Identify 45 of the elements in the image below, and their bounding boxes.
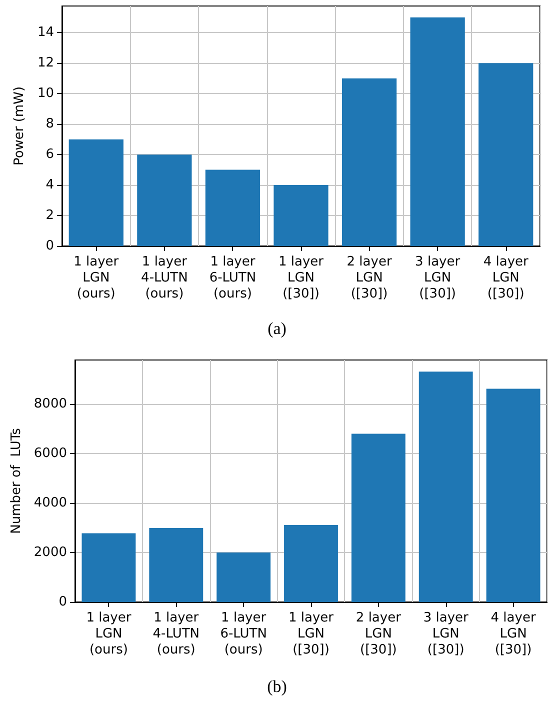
bar bbox=[486, 388, 540, 602]
y-tick-label: 0 bbox=[58, 594, 67, 610]
y-tick-label: 2 bbox=[46, 208, 54, 224]
x-tick-label: 1 layer 4-LUTN (ours) bbox=[152, 610, 200, 658]
bar bbox=[284, 525, 338, 602]
y-axis-title: Power (mW) bbox=[12, 86, 27, 166]
x-tick-label: 2 layer LGN ([30]) bbox=[356, 610, 402, 658]
bar bbox=[205, 170, 260, 246]
y-tick-label: 12 bbox=[37, 56, 54, 71]
bar bbox=[137, 154, 192, 246]
y-tick-label: 10 bbox=[37, 86, 54, 102]
x-tick-label: 4 layer LGN ([30]) bbox=[483, 254, 530, 302]
y-tick-label: 8000 bbox=[34, 396, 67, 412]
x-tick-label: 2 layer LGN ([30]) bbox=[346, 254, 392, 302]
y-tick-label: 4 bbox=[46, 178, 54, 193]
x-tick-label: 1 layer LGN ([30]) bbox=[278, 254, 324, 302]
y-tick-label: 14 bbox=[37, 25, 54, 40]
bar bbox=[351, 434, 406, 602]
bar bbox=[418, 372, 473, 602]
x-tick-label: 1 layer 6-LUTN (ours) bbox=[209, 254, 256, 302]
text: (b) bbox=[267, 677, 287, 696]
bar bbox=[274, 185, 328, 246]
x-tick-label: 1 layer LGN (ours) bbox=[74, 254, 120, 302]
text: (a) bbox=[268, 319, 286, 338]
bar bbox=[478, 63, 534, 246]
bar bbox=[82, 533, 136, 602]
x-tick-label: 3 layer LGN ([30]) bbox=[423, 610, 470, 658]
x-tick-label: 4 layer LGN ([30]) bbox=[490, 610, 536, 658]
y-tick-label: 2000 bbox=[34, 545, 67, 560]
x-tick-label: 1 layer 4-LUTN (ours) bbox=[141, 254, 188, 302]
x-tick-label: 1 layer LGN ([30]) bbox=[288, 610, 334, 658]
x-tick-label: 3 layer LGN ([30]) bbox=[415, 254, 461, 302]
y-tick-label: 4000 bbox=[34, 496, 67, 511]
x-tick-label: 1 layer LGN (ours) bbox=[86, 610, 132, 658]
y-tick-label: 6000 bbox=[34, 446, 67, 462]
x-tick-label: 1 layer 6-LUTN (ours) bbox=[220, 610, 267, 658]
y-tick-label: 6 bbox=[46, 147, 54, 162]
bar bbox=[68, 139, 124, 246]
bar bbox=[149, 528, 204, 602]
bar bbox=[216, 552, 271, 602]
y-tick-label: 8 bbox=[46, 116, 54, 132]
bar bbox=[342, 78, 397, 246]
y-axis-title: Number of LUTs bbox=[9, 428, 24, 534]
y-tick-label: 0 bbox=[46, 238, 54, 254]
bar bbox=[410, 17, 465, 246]
